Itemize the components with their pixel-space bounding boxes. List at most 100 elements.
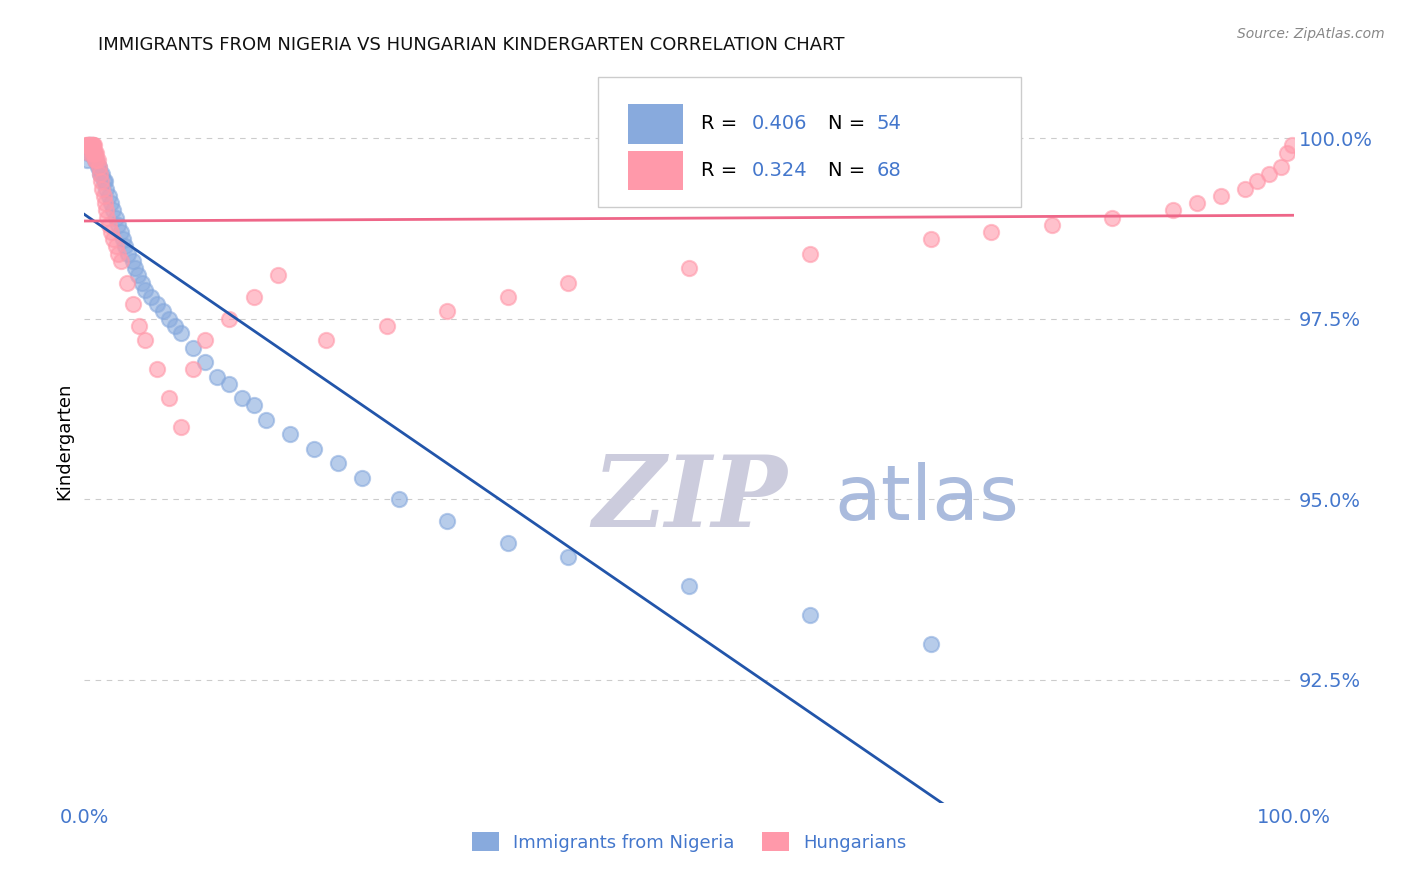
Point [302, 442, 325, 456]
FancyBboxPatch shape [628, 151, 683, 191]
Point [82, 145, 104, 160]
Text: IMMIGRANTS FROM NIGERIA VS HUNGARIAN KINDERGARTEN CORRELATION CHART: IMMIGRANTS FROM NIGERIA VS HUNGARIAN KIN… [98, 36, 845, 54]
Point [94, 174, 117, 188]
Point [231, 391, 253, 405]
Point [278, 427, 301, 442]
Point [799, 607, 821, 622]
Point [436, 514, 458, 528]
Point [94, 181, 117, 195]
Point [87, 160, 110, 174]
Point [328, 456, 350, 470]
Point [388, 492, 411, 507]
Point [86, 153, 108, 167]
Text: N =: N = [828, 161, 872, 180]
Point [134, 334, 156, 348]
Point [79, 138, 101, 153]
Point [1234, 181, 1257, 195]
Point [93, 189, 115, 203]
Point [557, 276, 579, 290]
Text: Source: ZipAtlas.com: Source: ZipAtlas.com [1237, 27, 1385, 41]
Point [110, 253, 132, 268]
Point [87, 160, 110, 174]
Point [80, 138, 103, 153]
Text: 0.406: 0.406 [752, 114, 807, 133]
Point [77, 145, 100, 160]
Point [79, 138, 101, 153]
Point [77, 138, 100, 153]
Point [170, 326, 193, 340]
FancyBboxPatch shape [628, 103, 683, 144]
Point [94, 196, 117, 211]
Point [218, 311, 240, 326]
Text: R =: R = [702, 114, 744, 133]
Point [496, 290, 519, 304]
Point [375, 318, 398, 333]
Text: 0.324: 0.324 [752, 161, 807, 180]
Point [110, 225, 132, 239]
Point [77, 145, 100, 160]
Point [114, 239, 136, 253]
Point [242, 398, 264, 412]
Point [86, 145, 108, 160]
Point [80, 145, 103, 160]
Point [678, 579, 700, 593]
Point [254, 413, 277, 427]
Point [86, 160, 108, 174]
Text: 54: 54 [876, 114, 901, 133]
Point [315, 334, 337, 348]
Point [134, 283, 156, 297]
Point [97, 189, 120, 203]
Point [90, 174, 112, 188]
Point [86, 153, 108, 167]
Point [80, 138, 103, 153]
Point [194, 334, 217, 348]
Point [104, 211, 127, 225]
Point [124, 261, 146, 276]
Point [104, 239, 127, 253]
Point [100, 196, 122, 211]
Point [91, 167, 114, 181]
Point [77, 138, 100, 153]
Point [76, 153, 98, 167]
Point [77, 138, 100, 153]
Text: ZIP: ZIP [592, 451, 787, 548]
Point [157, 311, 180, 326]
Point [1185, 196, 1208, 211]
Point [77, 138, 100, 153]
Point [115, 276, 138, 290]
Text: N =: N = [828, 114, 872, 133]
Point [79, 138, 101, 153]
Point [1258, 167, 1281, 181]
Point [128, 318, 150, 333]
Y-axis label: Kindergarten: Kindergarten [55, 383, 73, 500]
Point [170, 420, 193, 434]
Point [165, 318, 187, 333]
Point [218, 376, 240, 391]
Point [84, 153, 107, 167]
Point [76, 138, 98, 153]
Text: 68: 68 [876, 161, 901, 180]
Point [352, 471, 374, 485]
Point [1246, 174, 1268, 188]
Point [75, 138, 97, 153]
Point [146, 297, 169, 311]
Point [89, 167, 111, 181]
Point [86, 153, 108, 167]
Point [121, 253, 143, 268]
Point [77, 138, 100, 153]
Text: R =: R = [702, 161, 744, 180]
Point [80, 138, 103, 153]
Point [1209, 189, 1232, 203]
Point [83, 138, 105, 153]
Point [181, 362, 204, 376]
Point [139, 290, 162, 304]
Point [1270, 160, 1292, 174]
Point [96, 211, 118, 225]
Point [94, 203, 117, 218]
Point [103, 232, 125, 246]
Point [83, 145, 105, 160]
Point [920, 637, 942, 651]
Point [980, 225, 1002, 239]
Point [117, 246, 139, 260]
FancyBboxPatch shape [599, 77, 1022, 207]
